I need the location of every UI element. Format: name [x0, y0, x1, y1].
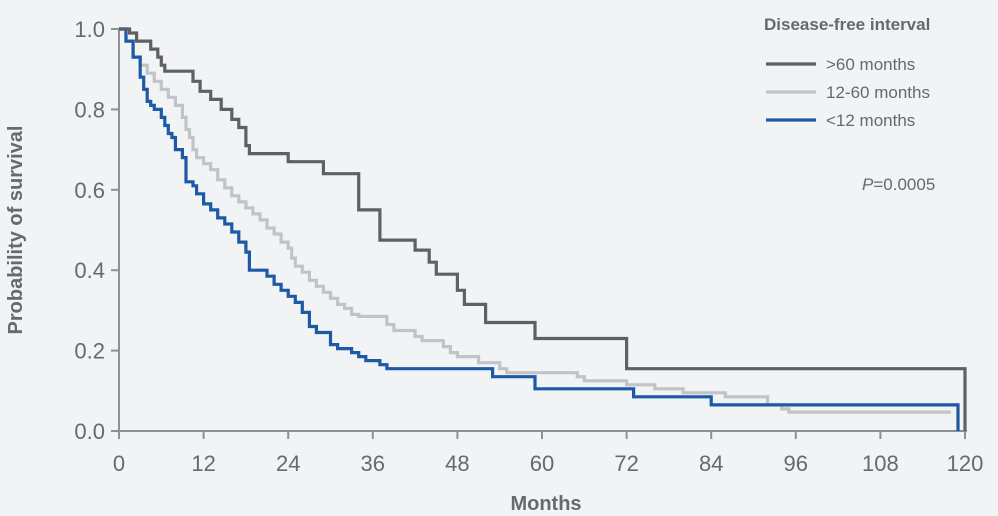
y-tick-label: 0.2 [74, 339, 105, 364]
y-tick-label: 0.4 [74, 258, 105, 283]
legend-label: 12-60 months [826, 83, 930, 102]
series-line-1 [119, 27, 951, 414]
legend-title: Disease-free interval [764, 15, 930, 34]
x-tick-label: 108 [862, 451, 899, 476]
x-tick-label: 12 [191, 451, 215, 476]
y-tick-label: 1.0 [74, 17, 105, 42]
y-tick-label: 0.8 [74, 97, 105, 122]
x-tick-label: 72 [614, 451, 638, 476]
x-tick-label: 84 [699, 451, 723, 476]
x-tick-label: 60 [530, 451, 554, 476]
y-tick-label: 0.0 [74, 419, 105, 444]
series-line-2 [119, 27, 960, 431]
x-tick-label: 36 [361, 451, 385, 476]
legend-items: >60 months 12-60 months <12 months [766, 55, 930, 130]
x-tick-label: 48 [445, 451, 469, 476]
series-layer [119, 27, 967, 431]
x-tick-label: 120 [947, 451, 984, 476]
y-axis-title: Probability of survival [5, 126, 27, 335]
x-tick-label: 96 [784, 451, 808, 476]
x-axis: 0 12 24 36 48 60 72 84 96 108 120 [113, 430, 984, 476]
p-value-text: =0.0005 [873, 175, 935, 194]
legend-label: <12 months [826, 111, 915, 130]
p-value-symbol: P [862, 175, 874, 194]
y-axis: 0.0 0.2 0.4 0.6 0.8 1.0 [74, 17, 120, 444]
x-tick-label: 0 [113, 451, 125, 476]
series-line-0 [119, 27, 967, 431]
x-tick-label: 24 [276, 451, 300, 476]
p-value-annotation: P=0.0005 [862, 175, 935, 194]
legend: Disease-free interval >60 months 12-60 mo… [764, 15, 930, 130]
y-tick-label: 0.6 [74, 178, 105, 203]
x-axis-title: Months [510, 493, 581, 515]
legend-label: >60 months [826, 55, 915, 74]
